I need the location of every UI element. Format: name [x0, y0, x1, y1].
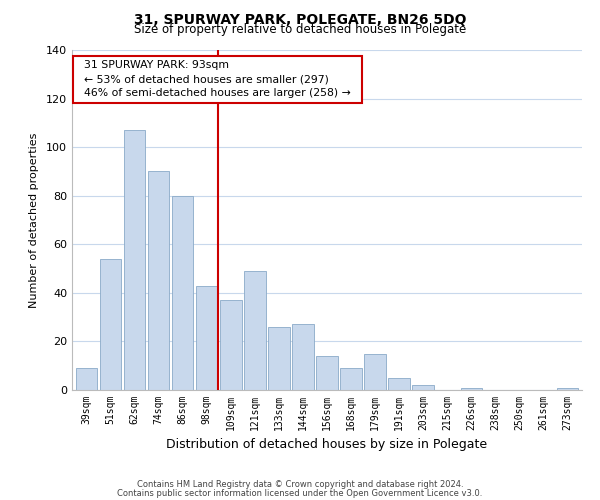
Bar — [244, 271, 266, 390]
Bar — [124, 130, 145, 390]
X-axis label: Distribution of detached houses by size in Polegate: Distribution of detached houses by size … — [166, 438, 488, 452]
Bar — [412, 385, 434, 390]
Bar — [148, 172, 169, 390]
Bar — [557, 388, 578, 390]
Text: Size of property relative to detached houses in Polegate: Size of property relative to detached ho… — [134, 22, 466, 36]
Bar — [316, 356, 338, 390]
Text: Contains HM Land Registry data © Crown copyright and database right 2024.: Contains HM Land Registry data © Crown c… — [137, 480, 463, 489]
Text: Contains public sector information licensed under the Open Government Licence v3: Contains public sector information licen… — [118, 488, 482, 498]
Bar — [268, 327, 290, 390]
Bar — [100, 259, 121, 390]
Bar — [172, 196, 193, 390]
Y-axis label: Number of detached properties: Number of detached properties — [29, 132, 39, 308]
Bar — [220, 300, 242, 390]
Bar — [364, 354, 386, 390]
Bar — [340, 368, 362, 390]
Bar — [461, 388, 482, 390]
Text: 31, SPURWAY PARK, POLEGATE, BN26 5DQ: 31, SPURWAY PARK, POLEGATE, BN26 5DQ — [134, 12, 466, 26]
Bar — [388, 378, 410, 390]
Bar — [76, 368, 97, 390]
Bar — [196, 286, 218, 390]
Bar — [292, 324, 314, 390]
Text: 31 SPURWAY PARK: 93sqm  
  ← 53% of detached houses are smaller (297)  
  46% of: 31 SPURWAY PARK: 93sqm ← 53% of detached… — [77, 60, 358, 98]
